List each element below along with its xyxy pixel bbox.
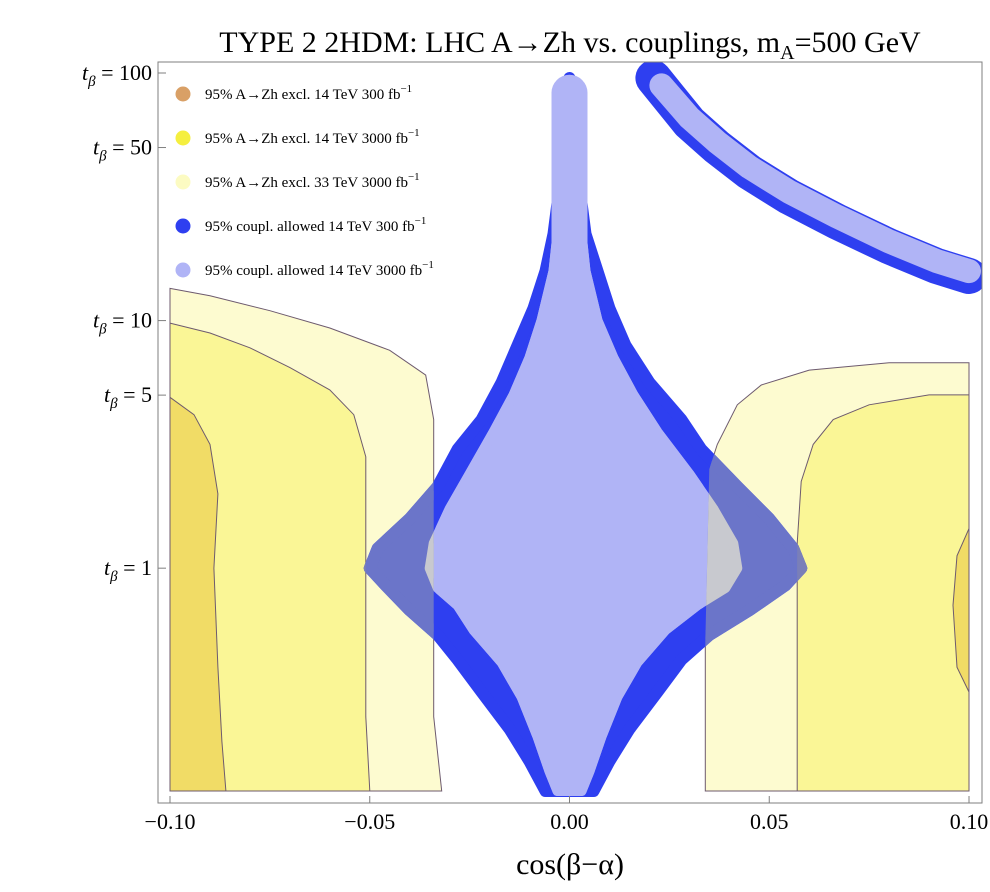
- region-excl-14TeV-300-left: [169, 396, 227, 792]
- title-subscript: A: [780, 42, 795, 64]
- region-excl-14TeV-3000-right: [796, 394, 970, 792]
- x-axis-ticks: −0.10 −0.05 0.00 0.05 0.10: [145, 796, 989, 834]
- y-tick-label: tβ = 100: [82, 60, 152, 90]
- legend-label: 95% coupl. allowed 14 TeV 300 fb−1: [205, 215, 426, 235]
- x-tick-label: 0.10: [950, 809, 989, 834]
- legend-label: 95% A→Zh excl. 14 TeV 3000 fb−1: [205, 127, 420, 147]
- band-coupl-3000-upper-band: [649, 73, 981, 284]
- x-axis-label: cos(β−α): [516, 848, 624, 881]
- region-excl-14TeV-3000-left: [169, 322, 371, 792]
- center-light: [435, 80, 704, 796]
- y-tick-label: tβ = 1: [104, 555, 152, 585]
- x-tick-label: 0.00: [550, 809, 589, 834]
- region-excl-14TeV-300-right: [952, 528, 970, 693]
- legend-label: 95% coupl. allowed 14 TeV 3000 fb−1: [205, 259, 434, 279]
- legend: 95% A→Zh excl. 14 TeV 300 fb−1 95% A→Zh e…: [175, 83, 434, 279]
- legend-swatch: [175, 130, 191, 146]
- y-axis-ticks: tβ = 100 tβ = 50 tβ = 10 tβ = 5 tβ = 1: [82, 60, 166, 585]
- legend-swatch: [175, 86, 191, 102]
- legend-swatch: [175, 174, 191, 190]
- y-tick-label: tβ = 50: [93, 135, 152, 165]
- legend-swatch: [175, 262, 191, 278]
- chart-title: TYPE 2 2HDM: LHC A→Zh vs. couplings, mA=…: [219, 26, 921, 64]
- legend-label: 95% A→Zh excl. 14 TeV 300 fb−1: [205, 83, 412, 103]
- x-tick-label: −0.05: [344, 809, 395, 834]
- y-tick-label: tβ = 5: [104, 382, 152, 412]
- legend-label: 95% A→Zh excl. 33 TeV 3000 fb−1: [205, 171, 420, 191]
- title-main: TYPE 2 2HDM: LHC A→Zh vs. couplings, m: [219, 26, 780, 59]
- x-tick-label: 0.05: [750, 809, 789, 834]
- plot-regions: [169, 62, 982, 797]
- y-tick-label: tβ = 10: [93, 308, 152, 338]
- x-tick-label: −0.10: [145, 809, 196, 834]
- legend-swatch: [175, 218, 191, 234]
- title-suffix: =500 GeV: [795, 26, 921, 59]
